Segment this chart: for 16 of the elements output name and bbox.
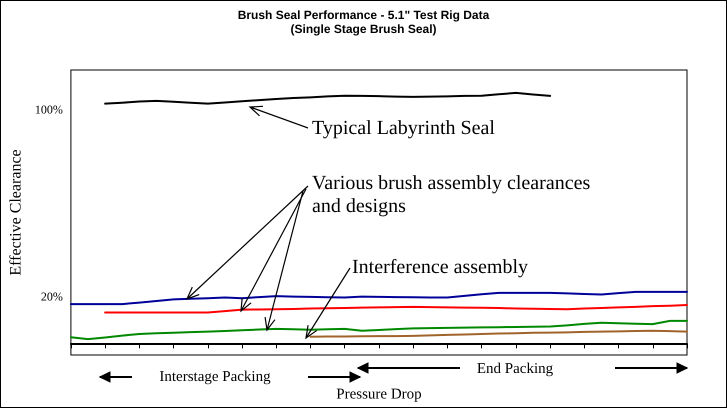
annotation: Typical Labyrinth Seal (312, 117, 495, 140)
line-series (104, 92, 552, 105)
chart-title: Brush Seal Performance - 5.1" Test Rig Data (238, 8, 490, 22)
line-series (309, 330, 688, 338)
x-axis-title: Pressure Drop (336, 386, 422, 402)
line-series (70, 320, 688, 340)
annotation: Various brush assembly clearances and designs (312, 172, 592, 218)
y-tick-label: 20% (40, 290, 63, 304)
y-tick-label: 100% (34, 102, 63, 117)
chart-subtitle: (Single Stage Brush Seal) (290, 22, 437, 36)
line-series (104, 304, 688, 314)
line-series (70, 290, 688, 306)
y-axis-title: Effective Clearance (8, 149, 24, 276)
text: Interstage Packing (159, 369, 271, 386)
text: End Packing (476, 361, 554, 378)
annotation: Interference assembly (352, 256, 528, 279)
